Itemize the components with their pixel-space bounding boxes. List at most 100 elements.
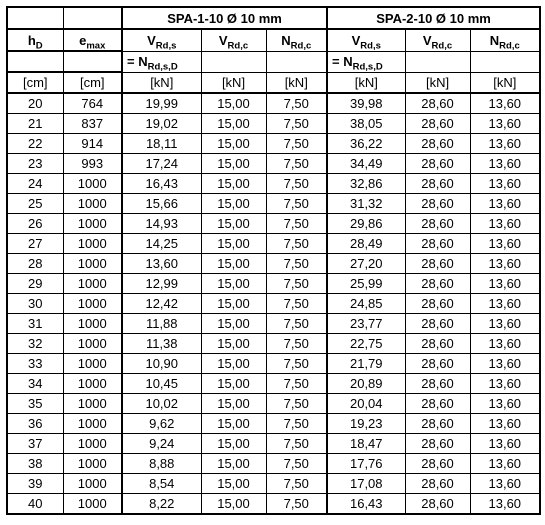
cell-a-vrds: 10,90 — [122, 354, 201, 374]
cell-a-vrdc: 15,00 — [201, 334, 266, 354]
table-row: 27100014,2515,007,5028,4928,6013,60 — [7, 234, 540, 254]
blank-cell — [7, 51, 63, 72]
cell-hD: 35 — [7, 394, 63, 414]
cell-b-vrdc: 28,60 — [405, 474, 470, 494]
a-nrdsD-eq: = NRd,s,D — [122, 51, 201, 72]
cell-a-vrdc: 15,00 — [201, 154, 266, 174]
cell-emax: 1000 — [63, 214, 122, 234]
cell-a-vrds: 11,88 — [122, 314, 201, 334]
cell-a-vrdc: 15,00 — [201, 394, 266, 414]
cell-a-vrds: 8,54 — [122, 474, 201, 494]
blank-cell — [63, 7, 122, 29]
cell-emax: 764 — [63, 93, 122, 114]
cell-hD: 33 — [7, 354, 63, 374]
cell-a-vrds: 12,42 — [122, 294, 201, 314]
cell-emax: 1000 — [63, 234, 122, 254]
table-row: 29100012,9915,007,5025,9928,6013,60 — [7, 274, 540, 294]
cell-hD: 30 — [7, 294, 63, 314]
blank-cell — [266, 51, 327, 72]
table-row: 33100010,9015,007,5021,7928,6013,60 — [7, 354, 540, 374]
cell-b-vrdc: 28,60 — [405, 194, 470, 214]
cell-b-vrdc: 28,60 — [405, 234, 470, 254]
cell-emax: 993 — [63, 154, 122, 174]
unit-a-vrds: [kN] — [122, 72, 201, 93]
b-vrdc-header: VRd,c — [405, 29, 470, 51]
table-row: 2291418,1115,007,5036,2228,6013,60 — [7, 134, 540, 154]
cell-emax: 1000 — [63, 374, 122, 394]
cell-a-vrds: 19,02 — [122, 114, 201, 134]
cell-a-vrdc: 15,00 — [201, 374, 266, 394]
cell-emax: 1000 — [63, 354, 122, 374]
cell-b-vrds: 32,86 — [327, 174, 405, 194]
cell-a-nrdc: 7,50 — [266, 214, 327, 234]
cell-b-nrdc: 13,60 — [470, 154, 540, 174]
cell-b-nrdc: 13,60 — [470, 134, 540, 154]
table-row: 2076419,9915,007,5039,9828,6013,60 — [7, 93, 540, 114]
cell-b-vrds: 16,43 — [327, 494, 405, 515]
cell-b-vrds: 18,47 — [327, 434, 405, 454]
cell-a-nrdc: 7,50 — [266, 334, 327, 354]
cell-b-nrdc: 13,60 — [470, 93, 540, 114]
cell-a-nrdc: 7,50 — [266, 374, 327, 394]
cell-a-vrds: 16,43 — [122, 174, 201, 194]
cell-b-nrdc: 13,60 — [470, 374, 540, 394]
table-row: 4010008,2215,007,5016,4328,6013,60 — [7, 494, 540, 515]
cell-b-vrdc: 28,60 — [405, 294, 470, 314]
blank-cell — [63, 51, 122, 72]
cell-hD: 24 — [7, 174, 63, 194]
cell-hD: 31 — [7, 314, 63, 334]
table-row: 32100011,3815,007,5022,7528,6013,60 — [7, 334, 540, 354]
cell-emax: 1000 — [63, 294, 122, 314]
cell-b-nrdc: 13,60 — [470, 234, 540, 254]
cell-a-vrds: 17,24 — [122, 154, 201, 174]
cell-a-vrdc: 15,00 — [201, 294, 266, 314]
table-row: 31100011,8815,007,5023,7728,6013,60 — [7, 314, 540, 334]
cell-a-nrdc: 7,50 — [266, 93, 327, 114]
b-nrdsD-eq: = NRd,s,D — [327, 51, 405, 72]
cell-emax: 1000 — [63, 254, 122, 274]
cell-hD: 26 — [7, 214, 63, 234]
cell-b-nrdc: 13,60 — [470, 334, 540, 354]
cell-a-vrdc: 15,00 — [201, 274, 266, 294]
cell-a-nrdc: 7,50 — [266, 314, 327, 334]
cell-hD: 37 — [7, 434, 63, 454]
unit-b-vrds: [kN] — [327, 72, 405, 93]
cell-b-vrds: 17,08 — [327, 474, 405, 494]
cell-a-vrds: 15,66 — [122, 194, 201, 214]
cell-b-vrds: 23,77 — [327, 314, 405, 334]
cell-b-vrdc: 28,60 — [405, 274, 470, 294]
cell-hD: 23 — [7, 154, 63, 174]
cell-a-nrdc: 7,50 — [266, 254, 327, 274]
cell-a-vrds: 10,02 — [122, 394, 201, 414]
cell-a-vrdc: 15,00 — [201, 93, 266, 114]
cell-hD: 28 — [7, 254, 63, 274]
cell-emax: 1000 — [63, 414, 122, 434]
table-row: 2183719,0215,007,5038,0528,6013,60 — [7, 114, 540, 134]
cell-a-vrds: 18,11 — [122, 134, 201, 154]
cell-a-vrds: 19,99 — [122, 93, 201, 114]
cell-a-vrds: 10,45 — [122, 374, 201, 394]
cell-b-vrdc: 28,60 — [405, 314, 470, 334]
data-table: SPA-1-10 Ø 10 mm SPA-2-10 Ø 10 mm hD ema… — [6, 6, 541, 515]
cell-a-nrdc: 7,50 — [266, 394, 327, 414]
cell-b-nrdc: 13,60 — [470, 254, 540, 274]
cell-b-vrdc: 28,60 — [405, 114, 470, 134]
cell-a-vrdc: 15,00 — [201, 194, 266, 214]
cell-b-vrdc: 28,60 — [405, 394, 470, 414]
cell-a-vrds: 13,60 — [122, 254, 201, 274]
cell-b-vrds: 31,32 — [327, 194, 405, 214]
unit-b-vrdc: [kN] — [405, 72, 470, 93]
cell-hD: 21 — [7, 114, 63, 134]
cell-b-nrdc: 13,60 — [470, 394, 540, 414]
cell-b-vrds: 24,85 — [327, 294, 405, 314]
cell-b-nrdc: 13,60 — [470, 454, 540, 474]
cell-b-vrdc: 28,60 — [405, 454, 470, 474]
cell-b-vrdc: 28,60 — [405, 214, 470, 234]
cell-b-vrdc: 28,60 — [405, 414, 470, 434]
cell-emax: 1000 — [63, 314, 122, 334]
cell-emax: 1000 — [63, 494, 122, 515]
b-nrdc-header: NRd,c — [470, 29, 540, 51]
cell-a-vrdc: 15,00 — [201, 314, 266, 334]
cell-a-nrdc: 7,50 — [266, 474, 327, 494]
table-row: 24100016,4315,007,5032,8628,6013,60 — [7, 174, 540, 194]
